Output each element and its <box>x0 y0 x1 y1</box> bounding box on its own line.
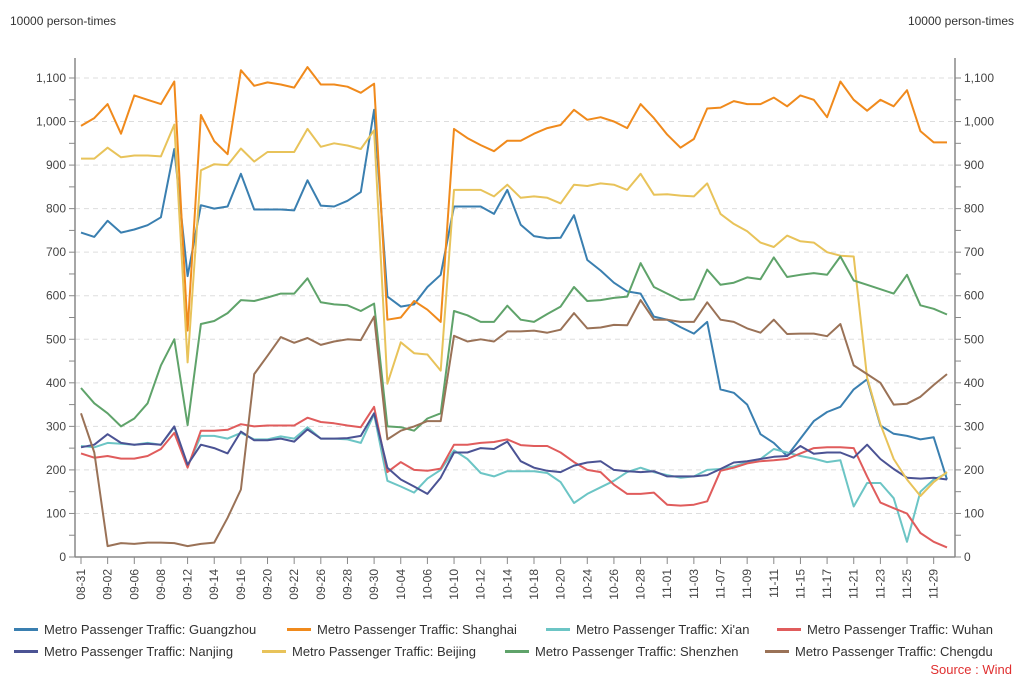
left-y-tick-label: 800 <box>46 202 66 216</box>
x-tick-label: 11-17 <box>820 569 834 599</box>
legend-label: Metro Passenger Traffic: Shenzhen <box>535 644 739 659</box>
series-lines <box>80 66 948 549</box>
x-tick-label: 11-09 <box>740 569 754 599</box>
x-tick-label: 09-12 <box>181 569 195 600</box>
x-tick-label: 09-14 <box>207 569 221 600</box>
legend-swatch <box>262 650 286 653</box>
x-tick-label: 10-24 <box>580 569 594 600</box>
series-line-chengdu <box>80 299 948 548</box>
right-y-tick-label: 800 <box>964 202 984 216</box>
right-y-tick-label: 100 <box>964 506 984 520</box>
left-axis-unit-label: 10000 person-times <box>10 14 117 28</box>
legend-label: Metro Passenger Traffic: Beijing <box>292 644 477 659</box>
x-tick-label: 10-10 <box>447 569 461 600</box>
x-tick-label: 11-21 <box>847 569 861 599</box>
legend-swatch <box>546 628 570 631</box>
legend-item-beijing[interactable]: Metro Passenger Traffic: Beijing <box>262 644 476 659</box>
left-y-tick-label: 300 <box>46 419 66 433</box>
source-note: Source : Wind <box>930 662 1012 677</box>
legend-item-nanjing[interactable]: Metro Passenger Traffic: Nanjing <box>14 644 233 659</box>
legend-item-shanghai[interactable]: Metro Passenger Traffic: Shanghai <box>287 622 517 637</box>
x-tick-label: 10-14 <box>500 569 514 600</box>
left-y-tick-label: 400 <box>46 376 66 390</box>
x-tick-label: 11-01 <box>660 569 674 599</box>
series-line-shanghai <box>80 66 947 332</box>
x-tick-label: 09-02 <box>101 569 115 600</box>
right-y-tick-label: 200 <box>964 463 984 477</box>
right-y-tick-label: 700 <box>964 245 984 259</box>
legend-swatch <box>287 628 311 631</box>
legend-label: Metro Passenger Traffic: Guangzhou <box>44 622 257 637</box>
legend-label: Metro Passenger Traffic: Nanjing <box>44 644 234 659</box>
left-y-tick-label: 600 <box>46 289 66 303</box>
legend-label: Metro Passenger Traffic: Wuhan <box>807 622 993 637</box>
series-line-nanjing <box>80 412 948 495</box>
x-tick-label: 09-28 <box>340 569 354 600</box>
right-axis-unit-label: 10000 person-times <box>907 14 1014 28</box>
x-tick-label: 09-20 <box>261 569 275 600</box>
right-y-tick-label: 1,000 <box>964 115 994 129</box>
legend-item-wuhan[interactable]: Metro Passenger Traffic: Wuhan <box>777 622 993 637</box>
legend-swatch <box>14 650 38 653</box>
right-y-tick-label: 500 <box>964 332 984 346</box>
legend-swatch <box>765 650 789 653</box>
x-tick-label: 10-04 <box>394 569 408 600</box>
x-tick-label: 09-08 <box>154 569 168 600</box>
x-tick-label: 09-06 <box>127 569 141 600</box>
x-tick-label: 11-15 <box>793 569 807 599</box>
x-tick-label: 09-30 <box>367 569 381 600</box>
x-tick-label: 11-29 <box>927 569 941 599</box>
series-line-xian <box>80 413 948 543</box>
right-y-tick-label: 300 <box>964 419 984 433</box>
legend-swatch <box>14 628 38 631</box>
x-tick-label: 11-07 <box>714 569 728 599</box>
left-y-tick-label: 0 <box>59 550 66 564</box>
right-y-tick-label: 1,100 <box>964 71 994 85</box>
left-y-tick-label: 200 <box>46 463 66 477</box>
legend-swatch <box>505 650 529 653</box>
right-y-tick-label: 600 <box>964 289 984 303</box>
x-tick-label: 09-16 <box>234 569 248 600</box>
series-line-guangzhou <box>80 108 948 480</box>
x-tick-label: 11-03 <box>687 569 701 599</box>
legend-item-xian[interactable]: Metro Passenger Traffic: Xi'an <box>546 622 750 637</box>
legend-swatch <box>777 628 801 631</box>
x-tick-label: 10-20 <box>554 569 568 600</box>
left-y-tick-label: 500 <box>46 332 66 346</box>
x-tick-label: 10-26 <box>607 569 621 600</box>
line-chart: 0 0 100 100 200 200 300 300 400 400 500 500 600 600 70… <box>36 58 994 600</box>
x-tick-label: 10-18 <box>527 569 541 600</box>
legend-label: Metro Passenger Traffic: Shanghai <box>317 622 517 637</box>
legend-item-chengdu[interactable]: Metro Passenger Traffic: Chengdu <box>765 644 993 659</box>
x-tick-label: 09-26 <box>314 569 328 600</box>
left-y-tick-label: 900 <box>46 158 66 172</box>
series-line-wuhan <box>80 405 948 549</box>
x-tick-label: 10-12 <box>474 569 488 600</box>
axes: 0 0 100 100 200 200 300 300 400 400 500 500 600 600 70… <box>36 58 994 600</box>
right-y-tick-label: 0 <box>964 550 971 564</box>
series-line-shenzhen <box>80 255 948 432</box>
x-tick-label: 09-22 <box>287 569 301 600</box>
series-line-beijing <box>81 123 948 497</box>
x-tick-label: 08-31 <box>74 569 88 600</box>
x-tick-label: 11-11 <box>767 569 781 598</box>
legend-label: Metro Passenger Traffic: Xi'an <box>576 622 750 637</box>
legend-item-guangzhou[interactable]: Metro Passenger Traffic: Guangzhou <box>14 622 256 637</box>
left-y-tick-label: 1,100 <box>36 71 66 85</box>
x-tick-label: 11-25 <box>900 569 914 599</box>
left-y-tick-label: 700 <box>46 245 66 259</box>
x-tick-label: 11-23 <box>873 569 887 599</box>
left-y-tick-label: 1,000 <box>36 115 66 129</box>
right-y-tick-label: 900 <box>964 158 984 172</box>
left-y-tick-label: 100 <box>46 506 66 520</box>
legend-item-shenzhen[interactable]: Metro Passenger Traffic: Shenzhen <box>505 644 739 659</box>
x-tick-label: 10-28 <box>634 569 648 600</box>
right-y-tick-label: 400 <box>964 376 984 390</box>
legend-label: Metro Passenger Traffic: Chengdu <box>795 644 993 659</box>
x-tick-label: 10-06 <box>420 569 434 600</box>
